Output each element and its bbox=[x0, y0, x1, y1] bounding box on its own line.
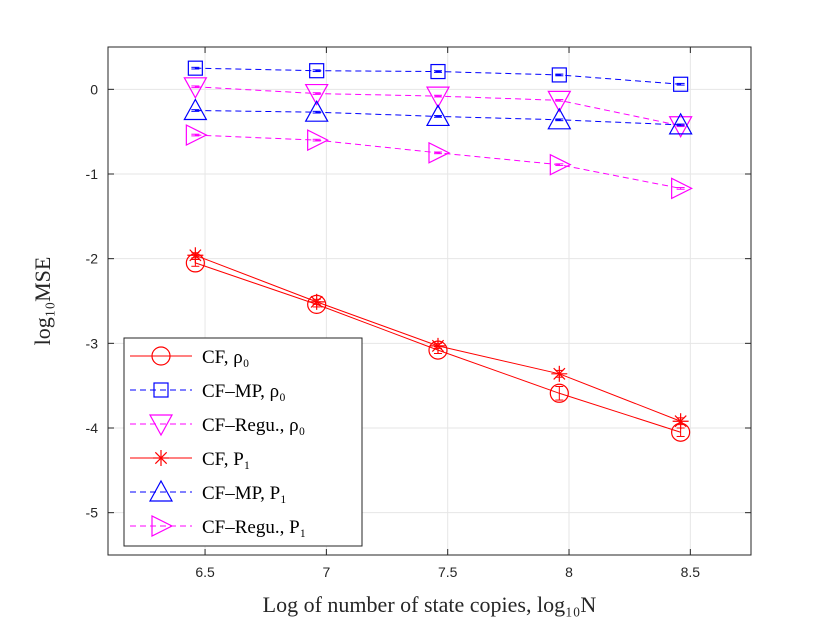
axes-box bbox=[107, 46, 752, 556]
legend-entry: CF, ρ₀ bbox=[130, 346, 249, 368]
asterisk-marker bbox=[187, 247, 204, 264]
triangle-up-marker bbox=[304, 99, 329, 122]
triangle-down-marker bbox=[304, 83, 329, 106]
asterisk-stroke bbox=[310, 295, 323, 308]
tick-labels: 6.5 7 7.5 8 8.5 0 -1 -2 -3 -4 -5 bbox=[86, 81, 701, 580]
circle-marker bbox=[549, 383, 569, 403]
y-tick-label: -4 bbox=[86, 420, 99, 436]
triangle-down-marker bbox=[668, 116, 693, 138]
asterisk-stroke bbox=[674, 415, 687, 428]
circle-marker bbox=[151, 346, 171, 366]
legend-box bbox=[123, 337, 363, 547]
legend: CF, ρ₀ CF–MP, ρ₀ CF–Regu., ρ₀ CF, P₁ CF–MP, … bbox=[123, 337, 363, 547]
triangle-down-marker bbox=[148, 414, 174, 437]
series-layer bbox=[183, 60, 693, 442]
legend-entry: CF–MP, ρ₀ bbox=[130, 381, 286, 402]
square-marker bbox=[673, 76, 689, 92]
legend-label: CF–MP, P₁ bbox=[202, 483, 287, 504]
legend-entry: CF, P₁ bbox=[130, 449, 250, 470]
triangle-right-marker bbox=[549, 153, 572, 176]
asterisk-marker bbox=[672, 413, 689, 430]
series-1 bbox=[187, 60, 689, 92]
series-3 bbox=[187, 247, 689, 430]
x-tick-label: 8.5 bbox=[681, 564, 701, 580]
asterisk-marker bbox=[551, 365, 568, 382]
asterisk-marker bbox=[153, 450, 169, 466]
triangle-up-marker bbox=[148, 479, 174, 502]
triangle-up-marker bbox=[547, 107, 572, 130]
triangle-right-marker bbox=[428, 141, 451, 164]
y-axis-label: log₁₀MSE bbox=[30, 257, 55, 346]
legend-label: CF–Regu., ρ₀ bbox=[202, 415, 305, 436]
x-tick-label: 7 bbox=[322, 564, 330, 580]
series-4 bbox=[183, 98, 693, 135]
triangle-right-marker bbox=[307, 129, 330, 152]
asterisk-stroke bbox=[154, 451, 168, 465]
ticks bbox=[108, 47, 751, 555]
square-marker bbox=[187, 60, 203, 76]
triangle-down-marker bbox=[547, 90, 572, 113]
triangle-right-marker bbox=[185, 124, 208, 147]
legend-entry: CF–Regu., P₁ bbox=[130, 515, 306, 538]
square-marker bbox=[430, 63, 446, 80]
asterisk-stroke bbox=[189, 249, 202, 262]
legend-label: CF–Regu., P₁ bbox=[202, 517, 306, 538]
asterisk-marker bbox=[429, 337, 446, 354]
series-5 bbox=[185, 124, 693, 200]
triangle-up-marker bbox=[183, 98, 208, 121]
y-tick-label: -1 bbox=[86, 166, 99, 182]
triangle-down-marker bbox=[425, 86, 451, 109]
legend-entry: CF–Regu., ρ₀ bbox=[130, 414, 305, 437]
y-tick-label: -2 bbox=[86, 251, 99, 267]
triangle-down-marker bbox=[183, 77, 208, 100]
asterisk-stroke bbox=[553, 367, 566, 380]
triangle-right-marker bbox=[671, 177, 693, 200]
legend-label: CF, P₁ bbox=[202, 449, 250, 470]
y-tick-label: 0 bbox=[90, 81, 98, 97]
x-tick-label: 6.5 bbox=[195, 564, 215, 580]
y-tick-label: -3 bbox=[86, 335, 99, 351]
series-2 bbox=[183, 77, 693, 138]
legend-label: CF–MP, ρ₀ bbox=[202, 381, 286, 402]
triangle-up-marker bbox=[425, 104, 451, 127]
square-marker bbox=[551, 67, 567, 83]
triangle-right-marker bbox=[151, 515, 174, 537]
x-axis-label: Log of number of state copies, log₁₀N bbox=[263, 592, 597, 617]
y-tick-label: -5 bbox=[86, 505, 99, 521]
legend-entry: CF–MP, P₁ bbox=[130, 479, 287, 504]
legend-label: CF, ρ₀ bbox=[202, 347, 249, 368]
asterisk-stroke bbox=[431, 339, 445, 352]
square-marker bbox=[309, 63, 325, 79]
triangle-up-marker bbox=[668, 112, 693, 135]
x-tick-label: 7.5 bbox=[438, 564, 458, 580]
asterisk-marker bbox=[308, 293, 325, 310]
square-marker bbox=[153, 382, 169, 398]
x-tick-label: 8 bbox=[565, 564, 573, 580]
